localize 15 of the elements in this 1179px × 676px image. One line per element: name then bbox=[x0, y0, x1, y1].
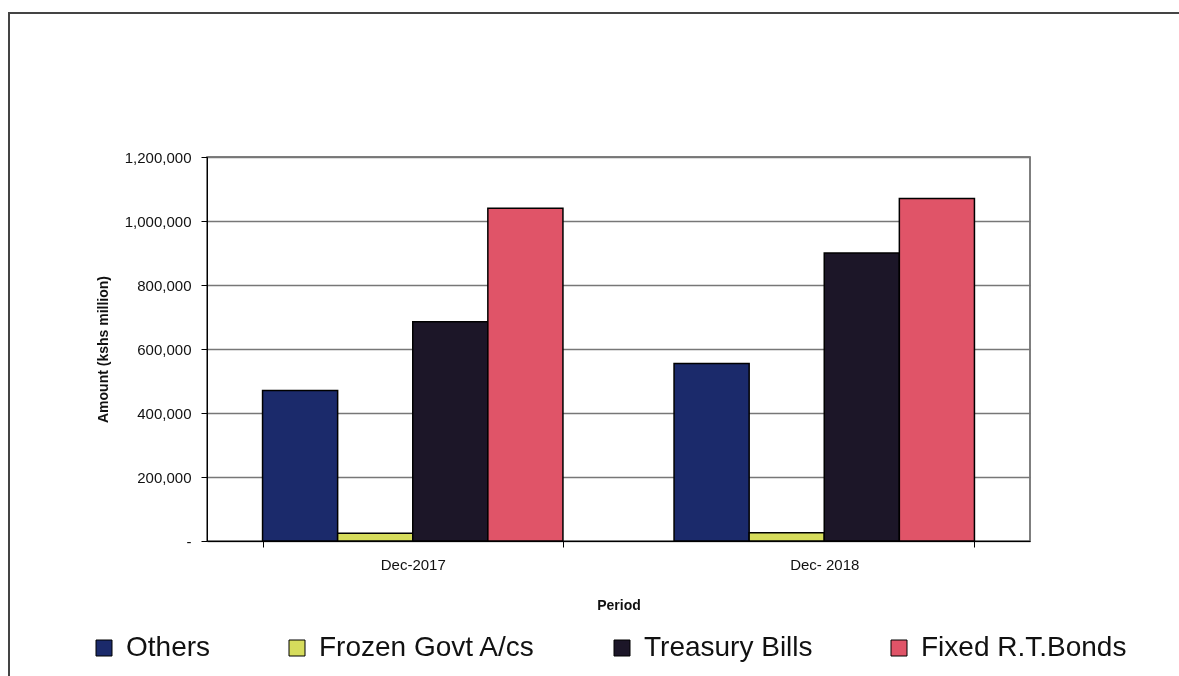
legend-label: Frozen Govt A/cs bbox=[319, 631, 534, 662]
y-tick-label: 1,000,000 bbox=[124, 212, 192, 230]
legend-label: Others bbox=[126, 631, 211, 662]
x-tick-label: Dec- 2018 bbox=[790, 555, 860, 573]
legend-label: Treasury Bills bbox=[644, 631, 813, 662]
y-tick-label: 800,000 bbox=[137, 276, 192, 294]
y-tick-label: 200,000 bbox=[137, 468, 192, 486]
x-axis-title: Period bbox=[597, 596, 641, 613]
legend-label: Fixed R.T.Bonds bbox=[921, 631, 1127, 662]
y-axis-title: Amount (kshs million) bbox=[94, 276, 111, 423]
y-tick-label: - bbox=[186, 532, 192, 550]
x-tick-label: Dec-2017 bbox=[380, 555, 446, 573]
y-tick-label: 1,200,000 bbox=[124, 148, 192, 166]
y-tick-label: 600,000 bbox=[137, 340, 192, 358]
y-tick-label: 400,000 bbox=[137, 404, 192, 422]
